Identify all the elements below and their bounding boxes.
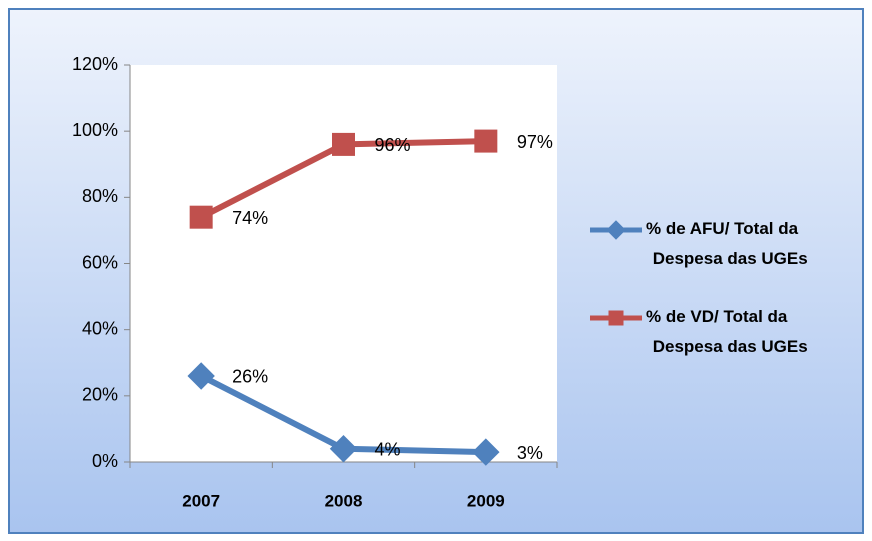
legend-label: % de AFU/ Total da Despesa das UGEs	[646, 219, 808, 268]
data-point	[332, 132, 355, 156]
data-label: 97%	[517, 132, 553, 152]
x-tick-label: 2009	[467, 491, 505, 510]
data-label: 26%	[232, 367, 268, 387]
y-tick-label: 120%	[72, 54, 118, 74]
data-label: 74%	[232, 208, 268, 228]
x-tick-label: 2008	[325, 491, 363, 510]
y-tick-label: 100%	[72, 120, 118, 140]
data-point	[187, 362, 215, 390]
legend-marker	[608, 310, 624, 326]
y-tick-label: 0%	[92, 451, 118, 471]
y-tick-label: 40%	[82, 318, 118, 338]
data-point	[329, 435, 358, 463]
data-point	[189, 205, 213, 229]
data-point	[474, 129, 498, 153]
y-tick-label: 80%	[82, 186, 118, 206]
data-point	[472, 438, 500, 466]
x-tick-label: 2007	[182, 491, 220, 510]
legend-label: % de VD/ Total da Despesa das UGEs	[646, 307, 808, 356]
y-tick-label: 60%	[82, 252, 118, 272]
legend-marker	[606, 220, 626, 240]
data-label: 4%	[375, 440, 401, 460]
data-label: 3%	[517, 443, 543, 463]
y-tick-label: 20%	[82, 385, 118, 405]
data-label: 96%	[375, 135, 411, 155]
plot-area	[130, 65, 557, 462]
